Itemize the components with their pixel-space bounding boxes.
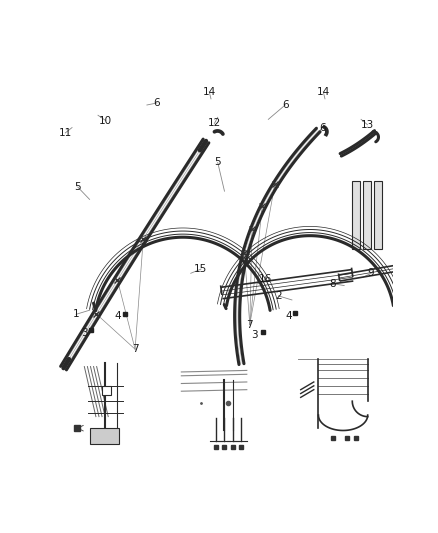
Text: 13: 13 [361,120,374,130]
Text: 4: 4 [115,311,122,321]
Text: 15: 15 [194,264,208,274]
Text: 4: 4 [285,311,292,321]
Text: 11: 11 [59,128,72,138]
Text: 9: 9 [368,268,374,278]
Text: 5: 5 [215,157,221,167]
Text: 14: 14 [203,87,216,97]
Bar [352,181,360,249]
Text: 14: 14 [317,87,330,97]
Bar [102,386,111,395]
Text: 2: 2 [275,291,282,301]
Text: 6: 6 [319,123,325,133]
Bar [363,181,371,249]
Text: 1: 1 [73,309,79,319]
Text: 6: 6 [154,98,160,108]
Text: 16: 16 [258,274,272,285]
Text: 8: 8 [329,279,336,288]
Text: 5: 5 [74,182,81,192]
Text: 12: 12 [208,118,221,128]
Text: 6: 6 [282,100,289,110]
Text: 3: 3 [251,330,258,340]
Text: 7: 7 [247,320,253,329]
Bar [374,181,381,249]
Bar [90,428,119,443]
Text: 10: 10 [99,116,112,126]
Text: 7: 7 [132,344,138,354]
Text: 3: 3 [81,328,88,338]
